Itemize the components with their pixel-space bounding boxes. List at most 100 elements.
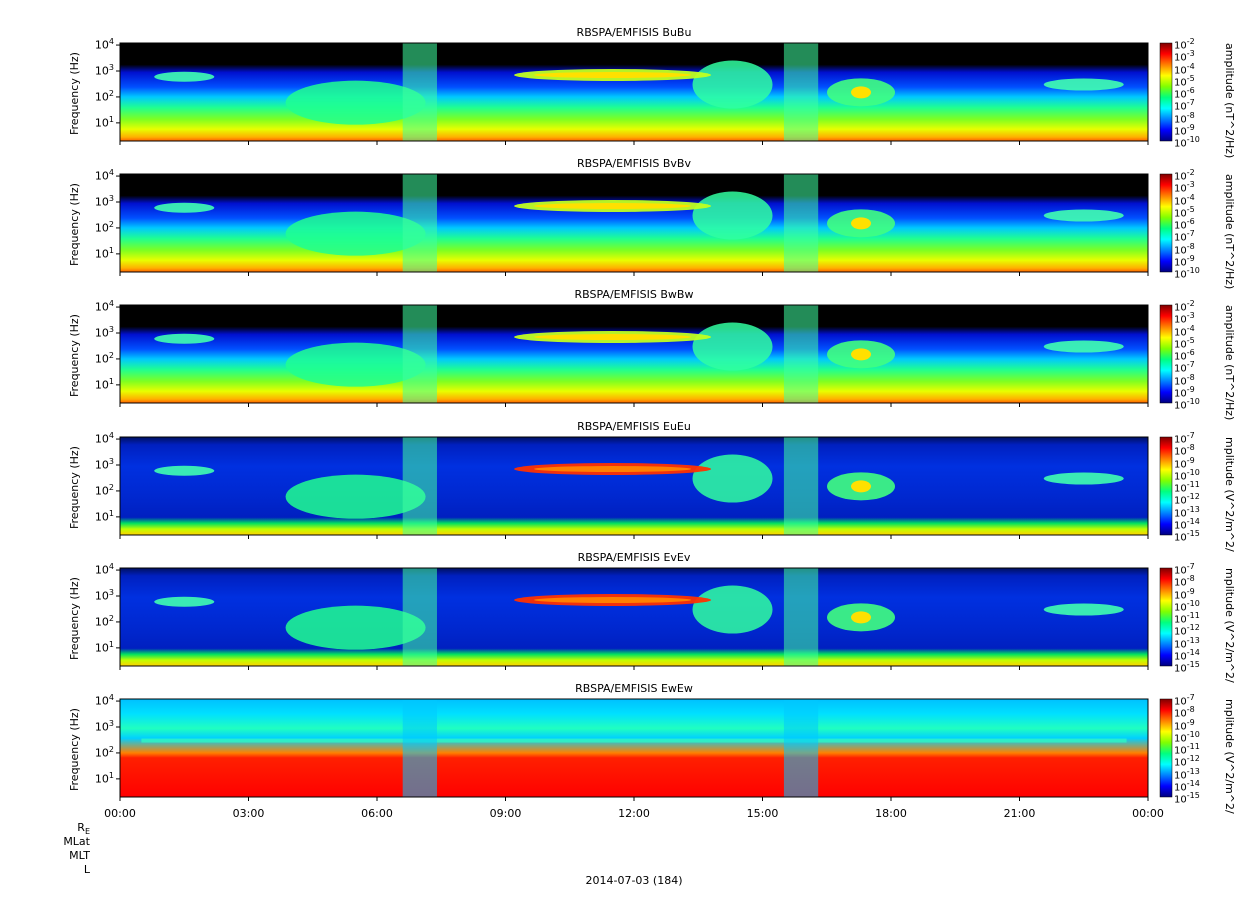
colorbar-tick-label: 10-12 [1174,623,1200,638]
x-tick-label: 00:00 [1132,807,1164,820]
colorbar-tick-label: 10-12 [1174,492,1200,507]
y-tick-label: 104 [94,299,114,314]
y-tick-label: 102 [94,744,114,760]
panel-title: RBSPA/EMFISIS BvBv [577,157,691,170]
hiss-band [1043,209,1124,222]
colorbar [1159,304,1173,404]
spectrogram-background [120,437,1148,535]
y-axis-label: Frequency (Hz) [68,314,81,397]
x-tick-label: 00:00 [104,807,136,820]
hiss-region [692,191,773,240]
hiss-core [851,86,872,99]
hiss-band [154,202,215,213]
colorbar-label: amplitude (nT^2/Hz) [1223,43,1236,159]
colorbar-tick-label: 10-9 [1174,586,1195,601]
colorbar-tick-label: 10-9 [1174,122,1195,138]
y-tick-label: 104 [94,693,114,708]
y-tick-label: 101 [94,770,114,786]
colorbar-tick-label: 10-15 [1174,529,1200,544]
colorbar-tick-label: 10-5 [1174,73,1195,89]
hiss-band [154,465,215,476]
hiss-core [851,611,872,624]
hiss-region [692,322,773,371]
colorbar-tick-label: 10-15 [1174,660,1200,675]
perigee-burst [783,43,819,141]
colorbar-tick-label: 10-9 [1174,253,1195,269]
hiss-region [285,211,426,256]
colorbar-tick-label: 10-2 [1174,37,1195,52]
perigee-burst [402,437,437,535]
colorbar-tick-label: 10-2 [1174,168,1195,183]
chorus-core [534,203,692,210]
y-tick-label: 103 [94,324,114,340]
perigee-burst [402,568,437,666]
y-tick-label: 102 [94,482,114,498]
colorbar-tick-label: 10-7 [1174,431,1195,446]
colorbar-tick-label: 10-7 [1174,229,1195,244]
colorbar-tick-label: 10-11 [1174,611,1200,626]
hiss-band [1043,603,1124,616]
colorbar-tick-label: 10-7 [1174,562,1195,577]
colorbar-tick-label: 10-5 [1174,204,1195,220]
y-tick-label: 103 [94,62,114,78]
panel-title: RBSPA/EMFISIS EuEu [577,420,691,433]
perigee-burst [783,305,819,403]
perigee-burst [783,699,819,797]
colorbar-tick-label: 10-7 [1174,693,1195,708]
colorbar-tick-label: 10-14 [1174,516,1200,532]
colorbar-tick-label: 10-13 [1174,504,1200,519]
colorbar-tick-label: 10-9 [1174,717,1195,732]
perigee-burst [402,174,437,272]
hiss-band [1043,78,1124,91]
hiss-region [692,454,773,503]
y-tick-label: 102 [94,88,114,104]
colorbar-tick-label: 10-9 [1174,455,1195,470]
spectrogram-panel-3 [116,304,1173,407]
colorbar-label: mplitude (V^2/m^2/ [1223,699,1236,814]
spectrogram-background [120,305,1148,403]
colorbar-tick-label: 10-3 [1174,311,1195,326]
panel-title: RBSPA/EMFISIS EwEw [575,682,693,695]
colorbar-tick-label: 10-8 [1174,705,1195,720]
colorbar-tick-label: 10-6 [1174,86,1195,101]
orbit-label: L [83,863,90,876]
chorus-core [534,466,692,473]
y-tick-label: 101 [94,376,114,392]
y-tick-label: 102 [94,219,114,235]
orbit-label: RE [77,821,90,837]
spectrogram-panel-5 [116,567,1173,670]
colorbar-tick-label: 10-8 [1174,443,1195,458]
colorbar [1159,173,1173,273]
colorbar-tick-label: 10-4 [1174,192,1195,207]
spectrogram-background [120,43,1148,141]
x-tick-label: 03:00 [232,807,265,820]
orbit-label: MLT [69,849,90,862]
hiss-region [285,605,426,650]
hiss-region [692,60,773,109]
y-tick-label: 101 [94,114,114,130]
x-tick-label: 15:00 [746,807,779,820]
perigee-burst [402,699,437,797]
colorbar-tick-label: 10-10 [1174,135,1200,150]
y-axis-label: Frequency (Hz) [68,183,81,266]
colorbar-tick-label: 10-11 [1174,742,1200,757]
y-tick-label: 103 [94,587,114,603]
hiss-region [285,80,426,125]
colorbar-tick-label: 10-10 [1174,729,1200,745]
colorbar-tick-label: 10-15 [1174,791,1200,806]
colorbar-tick-label: 10-12 [1174,754,1200,769]
hiss-band [154,333,215,344]
date-label: 2014-07-03 (184) [585,874,683,887]
hiss-core [851,348,872,361]
y-tick-label: 103 [94,193,114,209]
spectrogram-panel-4 [116,436,1173,539]
y-tick-label: 101 [94,639,114,655]
perigee-burst [783,568,819,666]
y-tick-label: 103 [94,718,114,734]
x-tick-label: 09:00 [489,807,522,820]
colorbar-tick-label: 10-14 [1174,647,1200,663]
spectrogram-background [120,568,1148,666]
hiss-band [1043,472,1124,485]
colorbar [1159,567,1173,667]
